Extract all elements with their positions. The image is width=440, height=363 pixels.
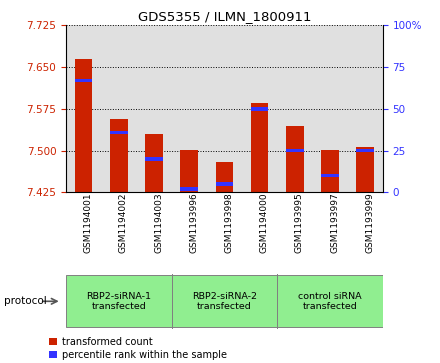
FancyBboxPatch shape <box>172 275 277 327</box>
Text: GSM1194003: GSM1194003 <box>154 192 163 253</box>
Bar <box>356 149 374 152</box>
Bar <box>356 147 374 192</box>
Bar <box>180 150 198 192</box>
Text: control siRNA
transfected: control siRNA transfected <box>298 291 362 311</box>
Text: GSM1193995: GSM1193995 <box>295 192 304 253</box>
Text: GSM1193999: GSM1193999 <box>365 192 374 253</box>
Text: GSM1194002: GSM1194002 <box>119 192 128 253</box>
Bar <box>110 119 128 192</box>
Text: RBP2-siRNA-1
transfected: RBP2-siRNA-1 transfected <box>86 291 151 311</box>
Bar <box>251 107 268 111</box>
Text: GSM1194000: GSM1194000 <box>260 192 268 253</box>
FancyBboxPatch shape <box>277 275 383 327</box>
Text: protocol: protocol <box>4 296 47 306</box>
Text: RBP2-siRNA-2
transfected: RBP2-siRNA-2 transfected <box>192 291 257 311</box>
Bar <box>251 103 268 192</box>
Bar <box>75 59 92 192</box>
Bar <box>321 174 339 178</box>
Legend: transformed count, percentile rank within the sample: transformed count, percentile rank withi… <box>49 337 227 360</box>
Bar <box>75 79 92 82</box>
Bar <box>180 187 198 191</box>
Bar <box>110 131 128 134</box>
Text: GSM1193997: GSM1193997 <box>330 192 339 253</box>
Bar <box>321 150 339 192</box>
Text: GSM1193996: GSM1193996 <box>189 192 198 253</box>
FancyBboxPatch shape <box>66 275 172 327</box>
Text: GSM1193998: GSM1193998 <box>224 192 233 253</box>
Bar <box>286 149 304 152</box>
Text: GSM1194001: GSM1194001 <box>84 192 92 253</box>
Bar <box>145 157 163 161</box>
Bar <box>216 162 233 192</box>
Bar <box>216 182 233 186</box>
Bar <box>145 134 163 192</box>
Title: GDS5355 / ILMN_1800911: GDS5355 / ILMN_1800911 <box>138 10 311 23</box>
Bar <box>286 126 304 192</box>
